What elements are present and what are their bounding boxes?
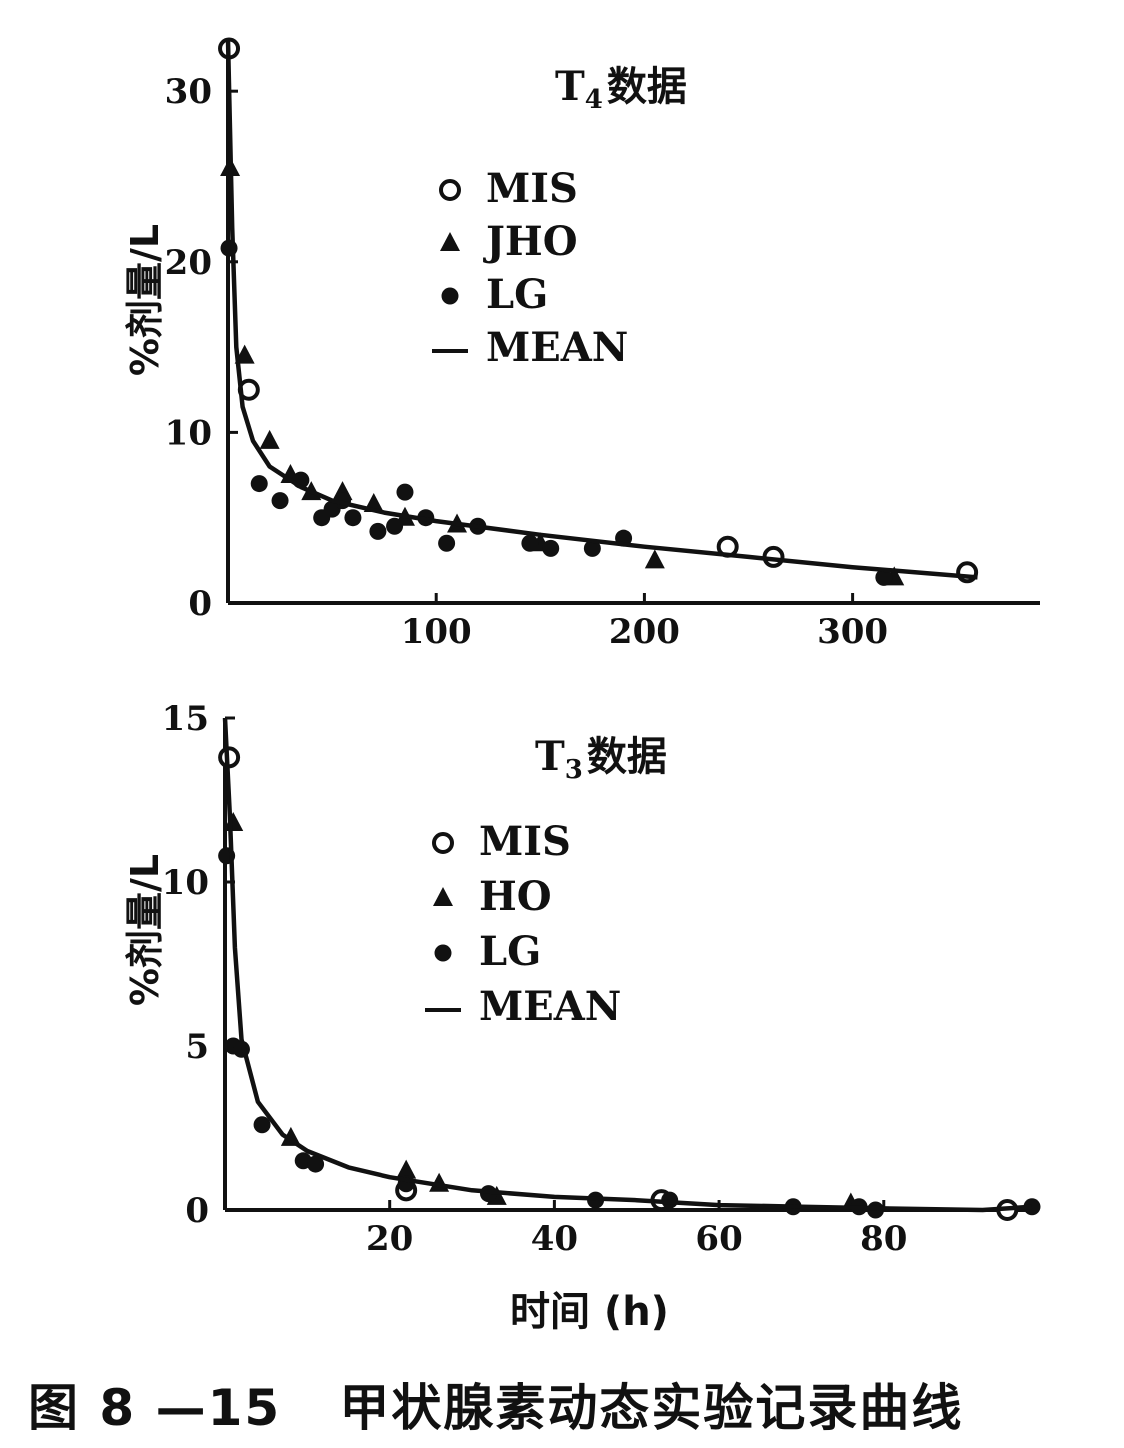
- series-line: [222, 717, 1033, 1213]
- x-tick-label: 60: [695, 1219, 742, 1259]
- data-point: [875, 568, 893, 586]
- legend-item: MIS: [439, 165, 578, 212]
- legend-item: MEAN: [432, 324, 628, 371]
- data-point: [521, 534, 539, 552]
- data-point: [369, 522, 387, 540]
- x-tick-label: 20: [366, 1219, 413, 1259]
- legend-label: MIS: [479, 818, 571, 865]
- legend-label: MIS: [486, 165, 578, 212]
- y-tick-label: 15: [162, 699, 209, 739]
- legend-label: HO: [479, 873, 552, 920]
- legend-marker: [433, 887, 453, 906]
- data-point: [344, 509, 362, 527]
- legend-label: LG: [479, 928, 541, 975]
- y-tick-label: 0: [188, 584, 212, 624]
- series-line: [225, 39, 978, 580]
- chart-title-rest: 数据: [607, 64, 687, 110]
- data-point: [253, 1116, 271, 1134]
- x-tick-label: 100: [401, 612, 472, 652]
- legend-label: MEAN: [486, 324, 628, 371]
- legend-label: LG: [486, 271, 548, 318]
- y-axis-label: %剂量/L: [123, 854, 167, 1006]
- y-tick-label: 30: [165, 72, 212, 112]
- data-point: [438, 534, 456, 552]
- series-lg: [220, 239, 893, 586]
- chart-title: T3 数据: [535, 733, 667, 785]
- chart-t4: 0 10 20 30 100 200 300 T4 数据 %剂量/L MIS JHO LG MEAN: [123, 37, 1040, 652]
- legend-item: MIS: [432, 818, 571, 865]
- x-tick-label: 300: [817, 612, 888, 652]
- data-point: [250, 475, 268, 493]
- data-point: [542, 539, 560, 557]
- legend-item: JHO: [440, 218, 578, 265]
- y-tick-label: 5: [185, 1027, 209, 1067]
- data-point: [396, 1159, 417, 1179]
- chart-title: T4 数据: [555, 63, 687, 115]
- legend-marker: [441, 287, 459, 305]
- y-axis-label: %剂量/L: [123, 224, 167, 376]
- x-tick-label: 80: [860, 1219, 907, 1259]
- data-point: [259, 429, 280, 449]
- legend-marker: [440, 232, 460, 251]
- legend-marker: [439, 179, 461, 201]
- data-point: [644, 549, 665, 569]
- legend-marker: [434, 944, 452, 962]
- chart-title-rest: 数据: [587, 734, 667, 780]
- data-point: [583, 539, 601, 557]
- legend-marker: [432, 832, 454, 854]
- x-axis-label: 时间 (h): [510, 1289, 669, 1335]
- x-tick-label: 40: [531, 1219, 578, 1259]
- legend-item: LG: [441, 271, 548, 318]
- data-point: [271, 492, 289, 510]
- y-tick-label: 10: [165, 413, 212, 453]
- chart-title-main: T: [535, 733, 565, 780]
- data-point: [396, 483, 414, 501]
- legend-item: MEAN: [425, 983, 621, 1030]
- x-tick-label: 200: [609, 612, 680, 652]
- y-tick-label: 10: [162, 863, 209, 903]
- legend-label: MEAN: [479, 983, 621, 1030]
- chart-title-main: T: [555, 63, 585, 110]
- y-tick-label: 20: [165, 243, 212, 283]
- legend-label: JHO: [483, 218, 578, 265]
- chart-title-subscript: 3: [565, 755, 583, 785]
- legend-item: HO: [433, 873, 552, 920]
- data-point: [386, 517, 404, 535]
- chart-title-subscript: 4: [585, 85, 603, 115]
- y-tick-label: 0: [185, 1191, 209, 1231]
- legend-item: LG: [434, 928, 541, 975]
- chart-t3: 0 5 10 15 20 40 60 80 T3 数据 %剂量/L 时间 (h) MIS HO LG MEAN: [123, 699, 1041, 1335]
- data-point: [307, 1155, 325, 1173]
- legend: MIS JHO LG MEAN: [432, 165, 628, 371]
- series-mean: [222, 717, 1033, 1213]
- series-mean: [225, 39, 978, 580]
- legend: MIS HO LG MEAN: [425, 818, 621, 1030]
- figure-caption: 图 8 —15 甲状腺素动态实验记录曲线: [28, 1379, 964, 1437]
